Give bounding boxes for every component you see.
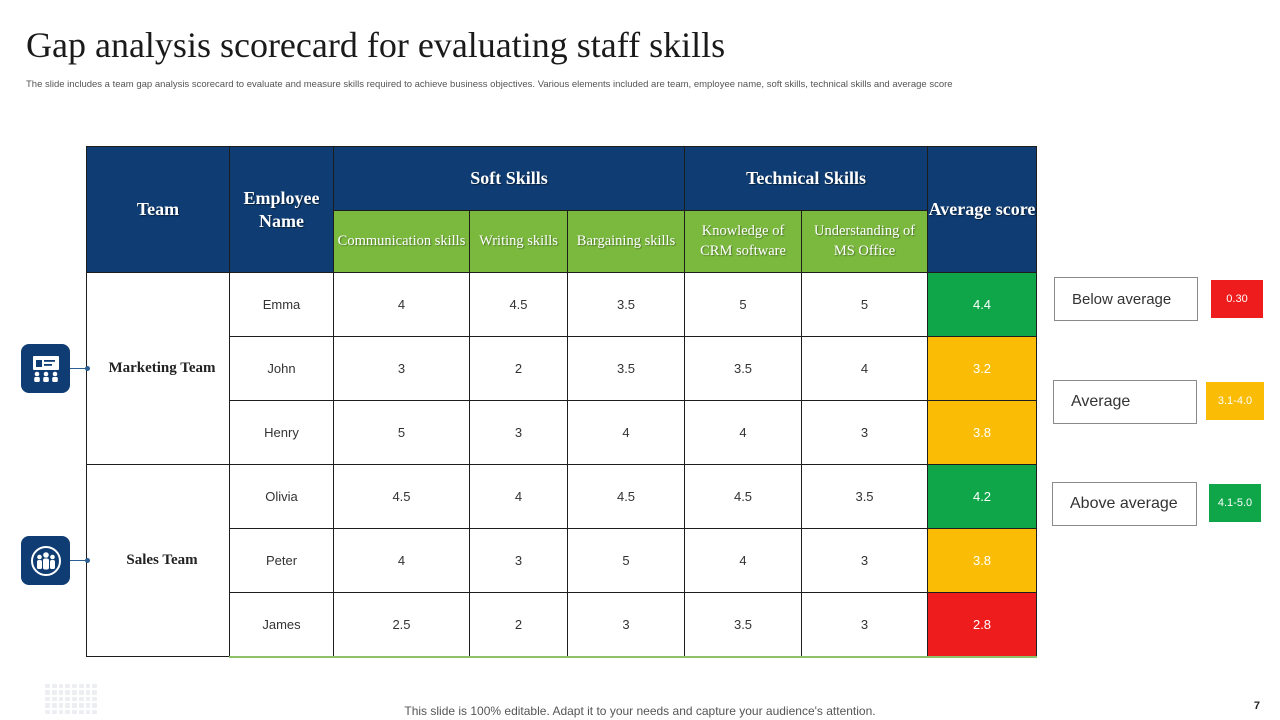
table-row: John 3 2 3.5 3.5 4 3.2: [87, 336, 1038, 401]
score-cell: 3.5: [684, 592, 803, 658]
score-cell: 3: [469, 400, 568, 465]
table-row: Marketing Team Emma 4 4.5 3.5 5 5 4.4: [86, 272, 1038, 465]
legend-average-swatch: 3.1-4.0: [1206, 382, 1264, 420]
score-cell: 3: [469, 528, 568, 593]
table-row: Sales Team Olivia 4.5 4 4.5 4.5 3.5 4.2: [86, 464, 1038, 657]
header-soft-skills: Soft Skills: [332, 146, 686, 211]
page-number: 7: [1253, 700, 1260, 712]
score-cell: 3: [801, 592, 929, 658]
sales-connector-dot: [85, 558, 90, 563]
team-name-cell: Marketing Team: [86, 272, 230, 465]
score-cell: 5: [333, 400, 470, 465]
score-cell: 3: [566, 592, 686, 658]
sales-connector: [70, 560, 88, 561]
team-name-cell: Sales Team: [86, 464, 230, 657]
score-cell: 4: [684, 400, 803, 465]
score-cell: 3: [333, 336, 470, 401]
score-cell: 4: [801, 336, 929, 401]
average-score-cell: 3.2: [927, 336, 1038, 401]
score-cell: 3.5: [801, 464, 929, 529]
employee-name-cell: Peter: [229, 528, 334, 593]
score-cell: 4: [333, 528, 470, 593]
score-cell: 4.5: [469, 272, 568, 337]
score-cell: 4.5: [684, 464, 803, 529]
score-cell: 5: [684, 272, 803, 337]
score-cell: 5: [566, 528, 686, 593]
marketing-connector: [70, 368, 88, 369]
employee-name-cell: Henry: [229, 400, 334, 465]
slide-subtitle: The slide includes a team gap analysis s…: [26, 79, 953, 90]
presentation-audience-icon: [21, 344, 70, 393]
score-cell: 4: [684, 528, 803, 593]
brand-logo-icon: [45, 684, 97, 714]
score-cell: 4.5: [333, 464, 470, 529]
scorecard-table: Team Employee Name Soft Skills Technical…: [86, 146, 1038, 658]
header-employee-name: Employee Name: [229, 146, 334, 273]
employee-name-cell: James: [229, 592, 334, 658]
team-group-icon: [21, 536, 70, 585]
score-cell: 3.5: [566, 272, 686, 337]
score-cell: 3: [801, 528, 929, 593]
employee-name-cell: Olivia: [229, 464, 334, 529]
legend-average-label: Average: [1053, 380, 1197, 424]
header-average-score: Average score: [927, 146, 1038, 273]
slide-footer: This slide is 100% editable. Adapt it to…: [404, 704, 876, 718]
legend-below-average-label: Below average: [1054, 277, 1198, 321]
score-cell: 4.5: [566, 464, 686, 529]
table-row: Peter 4 3 5 4 3 3.8: [87, 528, 1038, 593]
score-cell: 3.5: [684, 336, 803, 401]
header-team: Team: [86, 146, 230, 273]
score-cell: 5: [801, 272, 929, 337]
average-score-cell: 3.8: [927, 528, 1038, 593]
score-cell: 3: [801, 400, 929, 465]
average-score-cell: 4.2: [927, 464, 1038, 529]
score-cell: 3.5: [566, 336, 686, 401]
score-cell: 4: [333, 272, 470, 337]
average-score-cell: 2.8: [927, 592, 1038, 658]
average-score-cell: 3.8: [927, 400, 1038, 465]
score-cell: 4: [566, 400, 686, 465]
table-row: James 2.5 2 3 3.5 3 2.8: [87, 592, 1038, 658]
subheader-communication: Communication skills: [333, 210, 470, 273]
legend-below-average-swatch: 0.30: [1211, 280, 1263, 318]
score-cell: 2: [469, 592, 568, 658]
subheader-bargaining: Bargaining skills: [566, 210, 686, 273]
legend-above-average-label: Above average: [1052, 482, 1197, 526]
header-technical-skills: Technical Skills: [684, 146, 929, 211]
marketing-connector-dot: [85, 366, 90, 371]
score-cell: 4: [469, 464, 568, 529]
score-cell: 2: [469, 336, 568, 401]
legend-above-average-swatch: 4.1-5.0: [1209, 484, 1261, 522]
subheader-writing: Writing skills: [469, 210, 568, 273]
subheader-ms-office: Understanding of MS Office: [801, 210, 929, 273]
employee-name-cell: Emma: [229, 272, 334, 337]
score-cell: 2.5: [333, 592, 470, 658]
subheader-crm: Knowledge of CRM software: [684, 210, 803, 273]
slide-title: Gap analysis scorecard for evaluating st…: [26, 25, 726, 65]
average-score-cell: 4.4: [927, 272, 1038, 337]
employee-name-cell: John: [229, 336, 334, 401]
table-row: Henry 5 3 4 4 3 3.8: [87, 400, 1038, 465]
